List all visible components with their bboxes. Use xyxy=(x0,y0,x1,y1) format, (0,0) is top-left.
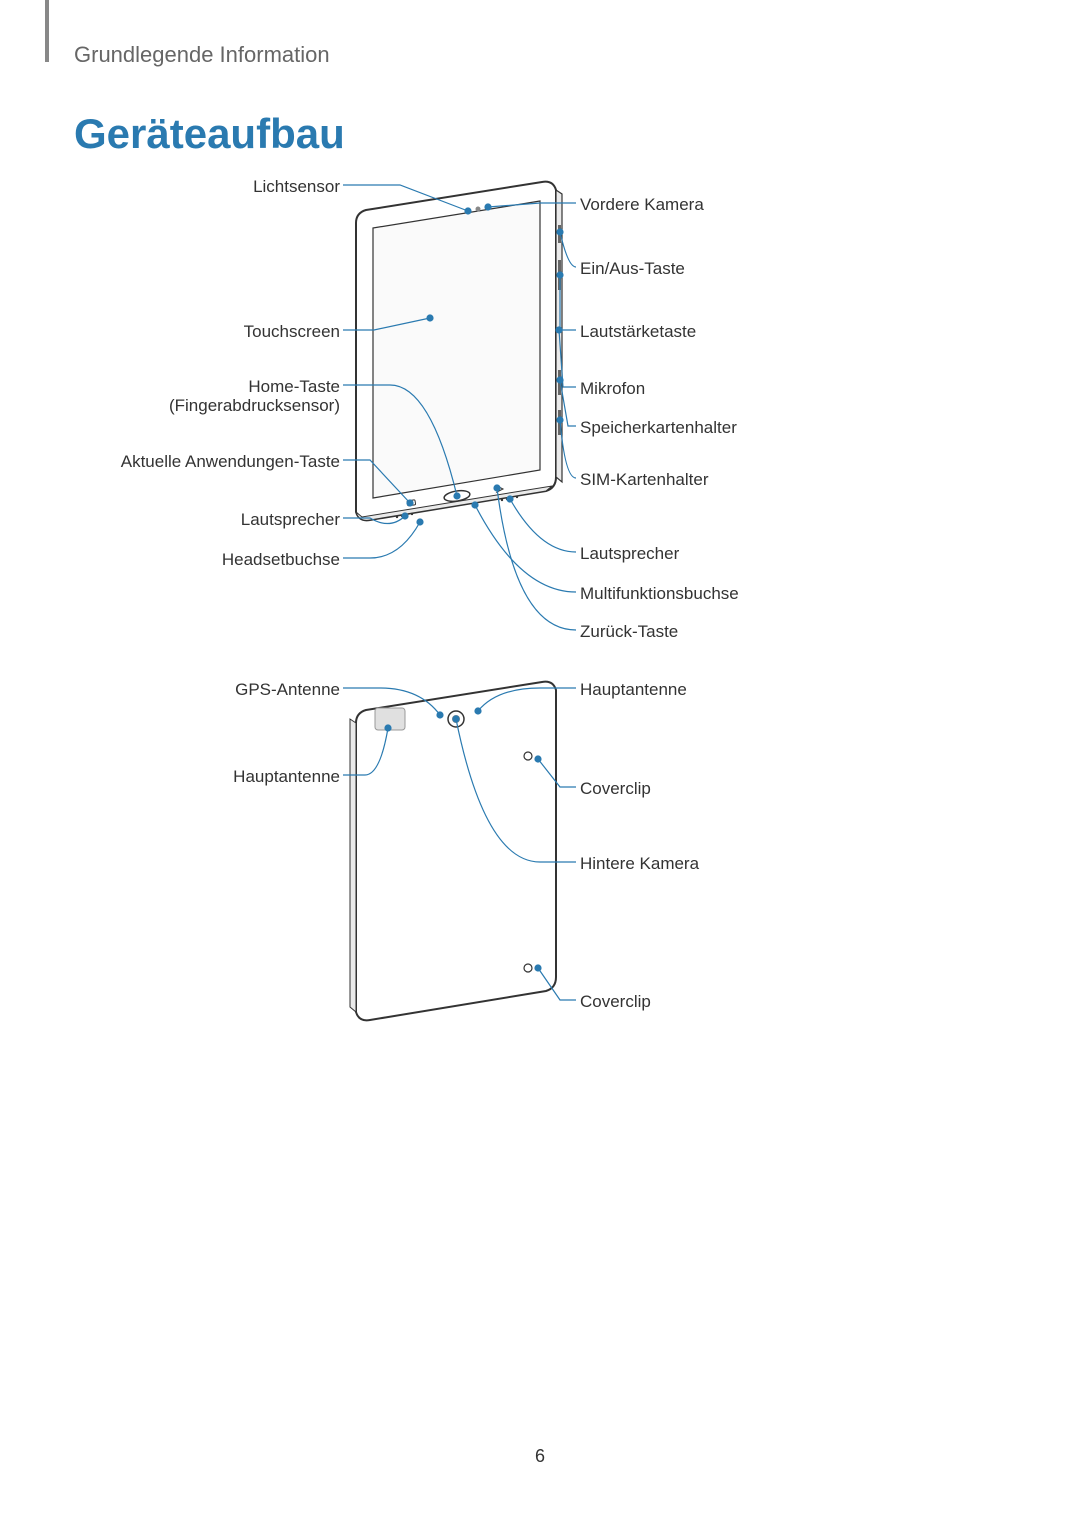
label-vordere-kamera: Vordere Kamera xyxy=(580,195,704,215)
device-diagram: Lichtsensor Touchscreen Home-Taste (Fing… xyxy=(0,170,1080,1070)
back-device xyxy=(350,682,556,1021)
label-zurueck: Zurück-Taste xyxy=(580,622,678,642)
label-lichtsensor: Lichtsensor xyxy=(253,177,340,197)
page-number: 6 xyxy=(535,1446,545,1467)
page-title: Geräteaufbau xyxy=(74,110,345,158)
label-hauptantenne-r: Hauptantenne xyxy=(580,680,687,700)
label-hauptantenne-l: Hauptantenne xyxy=(233,767,340,787)
label-mikrofon: Mikrofon xyxy=(580,379,645,399)
front-device xyxy=(356,182,562,521)
label-coverclip-bottom: Coverclip xyxy=(580,992,651,1012)
label-sim: SIM-Kartenhalter xyxy=(580,470,709,490)
label-lautstaerke: Lautstärketaste xyxy=(580,322,696,342)
header-accent-bar xyxy=(45,0,49,62)
label-aktuelle: Aktuelle Anwendungen-Taste xyxy=(121,452,340,472)
label-hintere-kamera: Hintere Kamera xyxy=(580,854,699,874)
label-home: Home-Taste xyxy=(248,377,340,397)
label-lautsprecher-l: Lautsprecher xyxy=(241,510,340,530)
section-title: Grundlegende Information xyxy=(74,42,330,68)
label-speicherkarte: Speicherkartenhalter xyxy=(580,418,737,438)
label-gps: GPS-Antenne xyxy=(235,680,340,700)
device-diagram-svg xyxy=(0,170,1080,1070)
label-home-sub: (Fingerabdrucksensor) xyxy=(169,396,340,416)
label-headset: Headsetbuchse xyxy=(222,550,340,570)
label-coverclip-top: Coverclip xyxy=(580,779,651,799)
label-touchscreen: Touchscreen xyxy=(244,322,340,342)
label-einaus: Ein/Aus-Taste xyxy=(580,259,685,279)
label-multifunktion: Multifunktionsbuchse xyxy=(580,584,739,604)
label-lautsprecher-r: Lautsprecher xyxy=(580,544,679,564)
